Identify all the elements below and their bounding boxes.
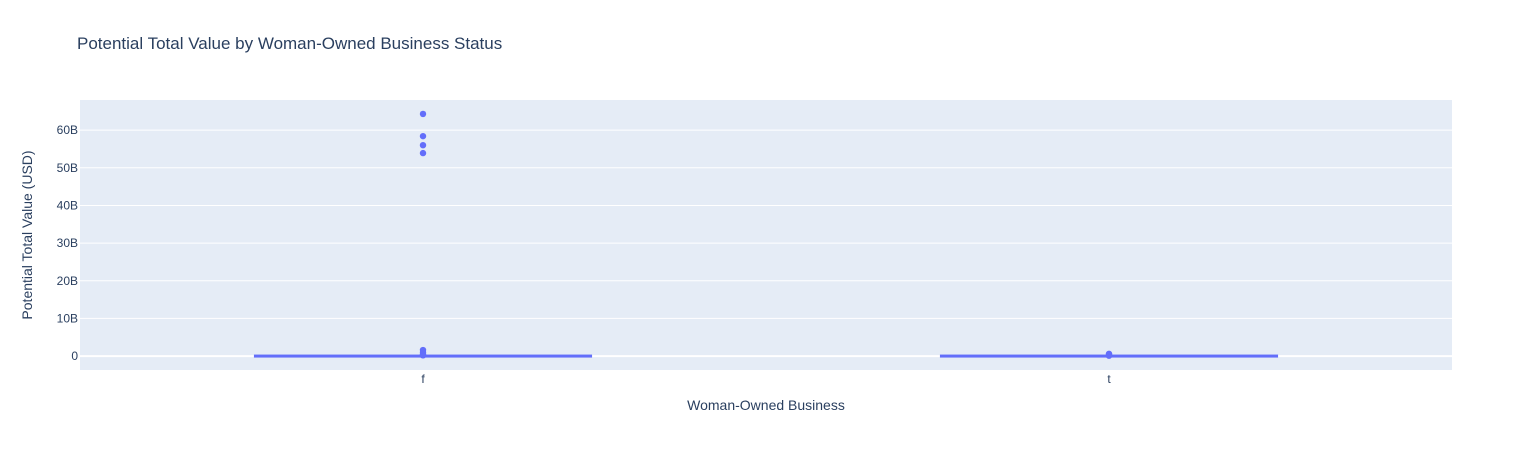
y-tick-label: 10B — [57, 311, 78, 325]
outlier-point[interactable] — [419, 352, 427, 359]
outlier-point[interactable] — [419, 132, 427, 140]
outlier-point[interactable] — [419, 110, 427, 118]
plot-background — [80, 100, 1452, 370]
x-axis-title: Woman-Owned Business — [687, 397, 845, 413]
y-tick-label: 0 — [71, 349, 78, 363]
y-tick-label: 60B — [57, 123, 78, 137]
outlier-point[interactable] — [419, 141, 427, 149]
y-tick-label: 30B — [57, 236, 78, 250]
y-axis-title: Potential Total Value (USD) — [19, 150, 35, 319]
y-tick-labels: 0 10B 20B 30B 40B 50B 60B — [57, 123, 79, 363]
x-tick-label: f — [421, 372, 425, 386]
chart-title: Potential Total Value by Woman-Owned Bus… — [77, 34, 503, 53]
outlier-points — [419, 110, 1113, 359]
y-tick-label: 40B — [57, 198, 78, 212]
y-tick-label: 50B — [57, 161, 78, 175]
outlier-point[interactable] — [419, 149, 427, 157]
x-tick-label: t — [1107, 372, 1111, 386]
outlier-point[interactable] — [1105, 352, 1113, 359]
y-tick-label: 20B — [57, 274, 78, 288]
